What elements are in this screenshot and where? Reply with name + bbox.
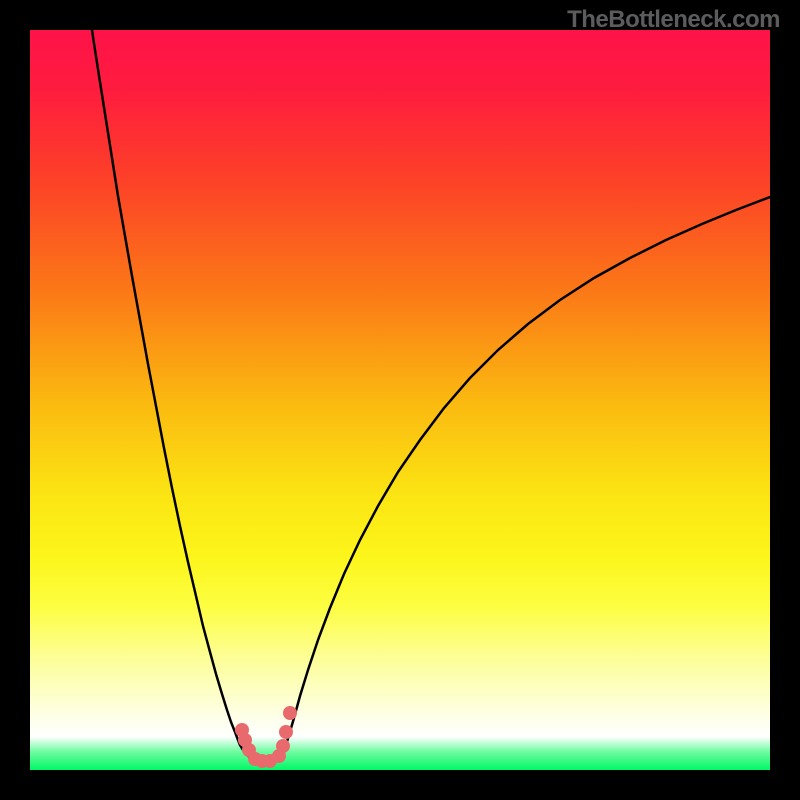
chart-frame: TheBottleneck.com [0, 0, 800, 800]
data-marker [276, 739, 290, 753]
data-marker [279, 725, 293, 739]
gradient-background [30, 30, 770, 770]
plot-area [30, 30, 770, 770]
bottleneck-chart [30, 30, 770, 770]
data-marker [283, 706, 297, 720]
